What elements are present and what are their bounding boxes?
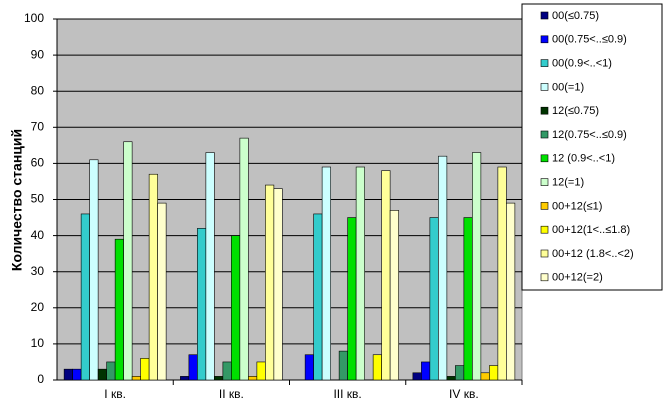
bar xyxy=(123,141,133,381)
legend-swatch xyxy=(540,59,549,67)
bar xyxy=(231,235,241,381)
bar xyxy=(106,361,116,381)
x-tick-label: I кв. xyxy=(104,387,126,401)
bar xyxy=(222,361,232,381)
legend-swatch xyxy=(540,130,549,139)
x-tick-label: III кв. xyxy=(333,387,361,401)
bar xyxy=(497,166,507,381)
legend-label: 12(0.75<..≤0.9) xyxy=(552,129,627,141)
bar xyxy=(197,228,207,381)
bar xyxy=(205,152,215,381)
bar xyxy=(89,159,99,381)
bar xyxy=(265,184,275,381)
bar xyxy=(239,137,249,381)
bar xyxy=(188,354,198,381)
y-tick-label: 10 xyxy=(31,336,45,350)
bar xyxy=(256,361,266,381)
legend-swatch xyxy=(540,225,549,234)
y-axis-label: Количество станций xyxy=(9,129,25,271)
legend-label: 12(=1) xyxy=(552,177,584,189)
bar xyxy=(472,152,482,381)
bar xyxy=(381,170,391,381)
y-tick-label: 60 xyxy=(31,156,45,170)
y-tick-label: 100 xyxy=(24,11,44,25)
bar xyxy=(429,217,439,381)
bar xyxy=(438,155,448,381)
bar xyxy=(97,368,107,381)
y-tick-label: 70 xyxy=(31,119,45,133)
y-tick-label: 0 xyxy=(37,372,44,386)
bar xyxy=(157,202,167,381)
bar xyxy=(131,376,141,381)
bar xyxy=(506,202,516,381)
legend-swatch xyxy=(540,202,549,210)
y-tick-label: 20 xyxy=(31,300,45,314)
bar xyxy=(372,354,382,381)
bar xyxy=(446,376,456,381)
legend-label: 00+12(≤1) xyxy=(552,200,602,212)
bar xyxy=(304,354,314,381)
legend-swatch xyxy=(540,11,549,20)
bar xyxy=(421,361,431,381)
legend-label: 00+12(=2) xyxy=(552,272,603,284)
bar xyxy=(140,358,150,381)
bar xyxy=(455,365,465,381)
bar xyxy=(412,372,422,381)
y-tick-label: 80 xyxy=(31,83,45,97)
bar xyxy=(489,365,499,381)
legend-label: 00+12 (1.8<..<2) xyxy=(552,248,634,260)
bar xyxy=(214,376,224,381)
legend-swatch xyxy=(540,154,549,163)
x-tick-label: IV кв. xyxy=(449,387,479,401)
legend-box xyxy=(521,3,663,291)
legend-label: 00(0.9<..<1) xyxy=(552,58,612,70)
bar xyxy=(63,368,73,381)
legend-swatch xyxy=(540,106,549,115)
y-tick-label: 40 xyxy=(31,228,45,242)
y-tick-label: 30 xyxy=(31,264,45,278)
y-tick-label: 50 xyxy=(31,192,45,206)
bar xyxy=(114,238,124,381)
bar xyxy=(72,368,82,381)
legend-label: 00(≤0.75) xyxy=(552,10,599,22)
legend-label: 00(=1) xyxy=(552,81,584,93)
bar xyxy=(347,217,357,381)
legend-swatch xyxy=(540,83,549,91)
legend-swatch xyxy=(540,249,549,258)
bar xyxy=(248,376,258,381)
bar xyxy=(480,372,490,381)
bar xyxy=(355,166,365,381)
bar xyxy=(338,350,348,381)
legend: 00(≤0.75) 00(0.75<..≤0.9) 00(0.9<..<1) 00(=… xyxy=(521,3,663,291)
bar xyxy=(321,166,331,381)
legend-label: 00(0.75<..≤0.9) xyxy=(552,34,627,46)
bar xyxy=(463,217,473,381)
legend-label: 12(≤0.75) xyxy=(552,105,599,117)
bar xyxy=(313,213,323,381)
legend-swatch xyxy=(540,35,549,44)
legend-swatch xyxy=(540,178,549,186)
legend-label: 12 (0.9<..<1) xyxy=(552,153,615,165)
bar xyxy=(180,376,190,381)
bar xyxy=(273,188,283,381)
bar xyxy=(389,210,399,381)
bar xyxy=(80,213,90,381)
bar xyxy=(148,173,158,381)
legend-swatch xyxy=(540,273,549,282)
legend-label: 00+12(1<..≤1.8) xyxy=(552,224,630,236)
x-tick-label: II кв. xyxy=(219,387,244,401)
y-tick-label: 90 xyxy=(31,47,45,61)
